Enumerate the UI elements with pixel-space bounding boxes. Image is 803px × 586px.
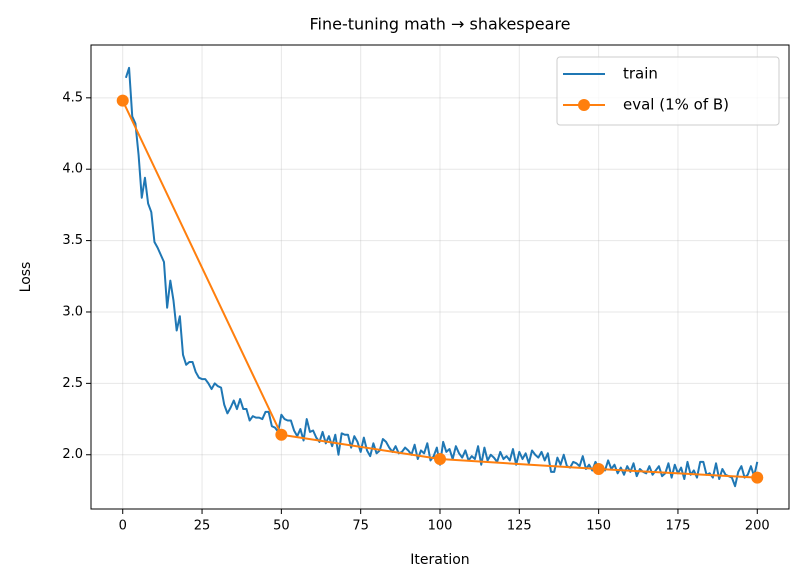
y-tick-label: 2.5 xyxy=(62,376,83,391)
x-axis-label: Iteration xyxy=(410,552,469,568)
series-marker xyxy=(116,94,129,107)
x-tick-label: 100 xyxy=(428,519,453,534)
series-marker xyxy=(275,428,288,441)
y-tick-label: 4.5 xyxy=(62,90,83,105)
plot-frame xyxy=(90,44,790,510)
x-tick-label: 125 xyxy=(507,519,532,534)
y-axis-label: Loss xyxy=(18,262,34,293)
x-tick-label: 175 xyxy=(666,519,691,534)
x-tick-label: 200 xyxy=(745,519,770,534)
legend-box xyxy=(556,56,780,126)
x-tick-label: 25 xyxy=(194,519,211,534)
y-tick-label: 3.0 xyxy=(62,304,83,319)
legend-label: train xyxy=(623,65,658,83)
series-marker xyxy=(751,471,764,484)
series-marker xyxy=(592,463,605,476)
series-marker xyxy=(434,453,446,466)
y-tick-label: 3.5 xyxy=(62,233,83,248)
x-tick-label: 0 xyxy=(119,519,127,534)
x-tick-label: 75 xyxy=(352,519,369,534)
series-line xyxy=(124,66,759,488)
legend-label: eval (1% of B) xyxy=(623,96,729,114)
y-tick-label: 4.0 xyxy=(62,162,83,177)
x-tick-label: 50 xyxy=(273,519,290,534)
x-tick-label: 150 xyxy=(586,519,611,534)
chart-title: Fine-tuning math → shakespeare xyxy=(309,15,570,34)
legend-marker xyxy=(578,99,590,111)
y-tick-label: 2.0 xyxy=(62,447,83,462)
